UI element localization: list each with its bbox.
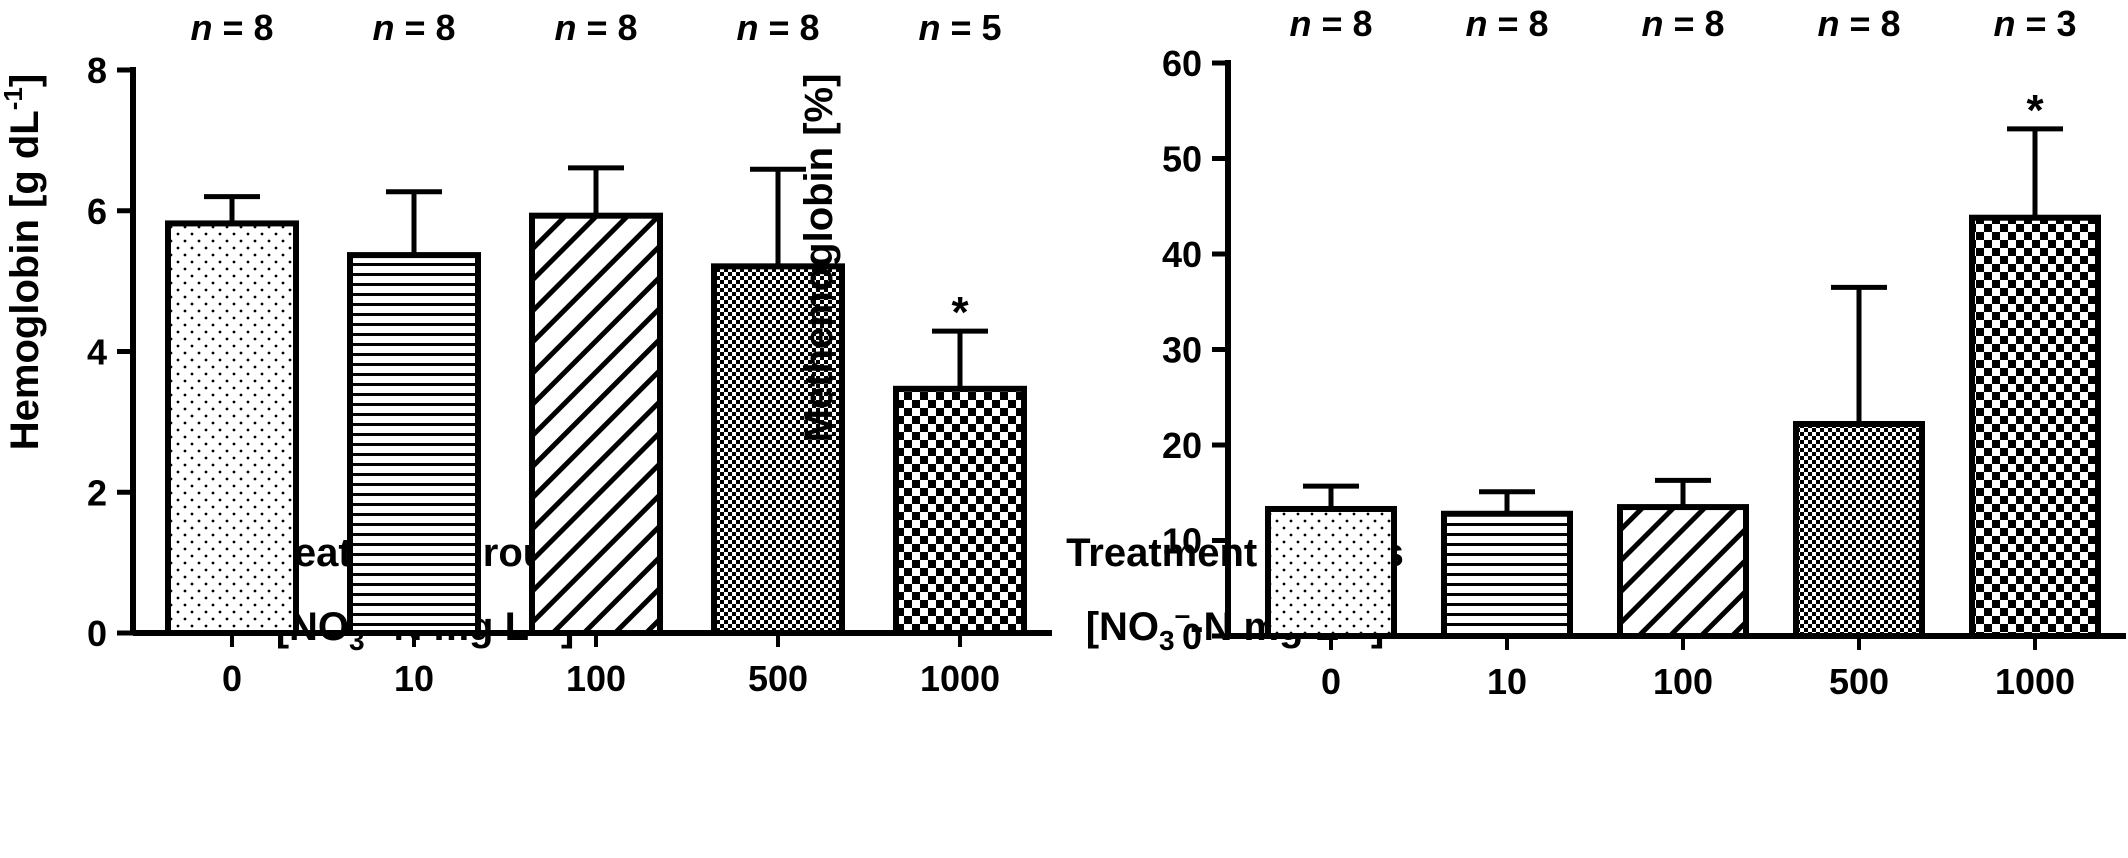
hemoglobin-panel: Hemoglobin [g dL-1] Treatment groups [NO… — [0, 7, 1052, 699]
bar-100 — [529, 212, 663, 637]
y-tick-label: 4 — [87, 332, 107, 373]
x-tick-label: 500 — [1829, 661, 1889, 702]
x-tick-label: 10 — [394, 658, 434, 699]
y-tick-label: 50 — [1162, 139, 1202, 180]
bar-10 — [1441, 510, 1573, 640]
n-label: n = 8 — [554, 7, 637, 48]
y-tick-label: 10 — [1162, 521, 1202, 562]
y-tick-label: 60 — [1162, 43, 1202, 84]
significance-star: * — [951, 288, 969, 337]
significance-star: * — [2026, 86, 2044, 135]
x-tick-label: 500 — [748, 658, 808, 699]
n-label: n = 5 — [918, 7, 1001, 48]
bar-0 — [1265, 505, 1397, 639]
y-tick-label: 2 — [87, 472, 107, 513]
n-label: n = 8 — [372, 7, 455, 48]
y-tick-label: 30 — [1162, 330, 1202, 371]
x-tick-label: 100 — [566, 658, 626, 699]
bar-0 — [165, 220, 299, 636]
x-tick-label: 1000 — [1995, 661, 2075, 702]
bar-10 — [347, 252, 481, 636]
x-tick-label: 10 — [1487, 661, 1527, 702]
y-tick-label: 6 — [87, 191, 107, 232]
y-tick-label: 40 — [1162, 234, 1202, 275]
n-label: n = 8 — [736, 7, 819, 48]
x-tick-label: 0 — [1321, 661, 1341, 702]
bar-100 — [1617, 504, 1749, 640]
n-label: n = 8 — [1465, 3, 1548, 44]
y-tick-label: 8 — [87, 50, 107, 91]
y-axis-label: Methemoglobin [%] — [797, 74, 841, 443]
y-tick-label: 0 — [1182, 616, 1202, 657]
bar-1000 — [893, 385, 1027, 636]
n-label: n = 8 — [1289, 3, 1372, 44]
methemoglobin-panel: Methemoglobin [%] Treatment groups [NO3–… — [797, 3, 2126, 702]
n-label: n = 8 — [1641, 3, 1724, 44]
n-label: n = 8 — [190, 7, 273, 48]
bar-500 — [1793, 420, 1925, 639]
n-label: n = 3 — [1993, 3, 2076, 44]
n-label: n = 8 — [1817, 3, 1900, 44]
y-axis-label: Hemoglobin [g dL-1] — [0, 74, 47, 450]
bar-500 — [711, 263, 845, 636]
y-tick-label: 0 — [87, 613, 107, 654]
y-tick-label: 20 — [1162, 425, 1202, 466]
x-tick-label: 100 — [1653, 661, 1713, 702]
bar-1000 — [1969, 214, 2101, 640]
x-tick-label: 0 — [222, 658, 242, 699]
x-tick-label: 1000 — [920, 658, 1000, 699]
